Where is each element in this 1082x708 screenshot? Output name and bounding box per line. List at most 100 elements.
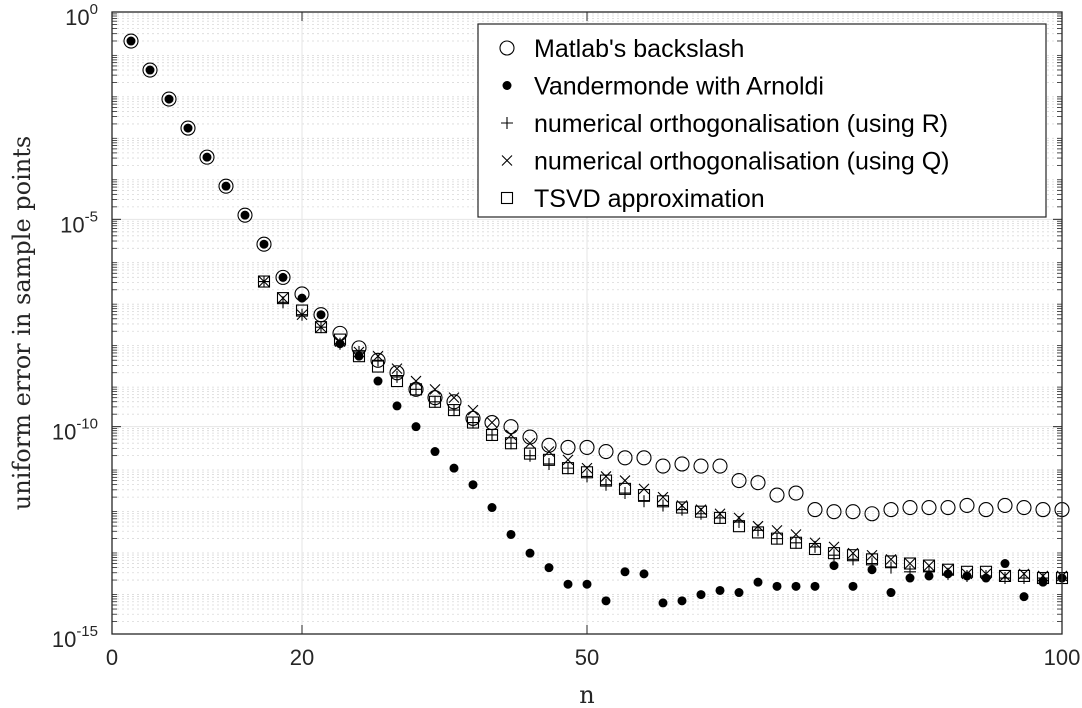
data-point: [636, 450, 652, 466]
y-tick-label: 10-15: [52, 623, 98, 652]
data-point: [466, 416, 480, 429]
data-point: [1035, 502, 1051, 518]
data-point: [601, 596, 611, 606]
data-point: [126, 36, 136, 46]
x-tick-label: 100: [1044, 645, 1081, 670]
data-point: [997, 497, 1013, 514]
data-point: [525, 548, 535, 558]
data-point: [409, 383, 423, 396]
data-point: [770, 532, 784, 545]
data-point: [923, 560, 935, 571]
data-point: [921, 499, 937, 516]
legend-marker: [500, 191, 514, 205]
data-point: [979, 565, 993, 578]
data-point: [467, 416, 479, 429]
data-point: [998, 569, 1012, 582]
data-point: [199, 149, 215, 165]
data-point: [789, 536, 803, 549]
y-tick-label: 100: [65, 1, 98, 30]
series-matlab-s-backslash: [123, 33, 1070, 522]
data-point: [1000, 559, 1010, 569]
data-point: [674, 456, 690, 472]
data-point: [714, 508, 726, 520]
data-point: [978, 502, 994, 518]
data-point: [487, 503, 497, 513]
data-point: [959, 497, 975, 514]
data-point: [563, 579, 573, 589]
legend-label: numerical orthogonalisation (using Q): [534, 148, 950, 176]
data-point: [448, 404, 460, 417]
data-point: [449, 463, 459, 473]
data-point: [164, 94, 174, 104]
data-point: [886, 588, 896, 598]
data-point: [410, 383, 422, 396]
y-tick-labels: 100 10-5 10-10 10-15: [52, 1, 98, 652]
data-point: [942, 564, 954, 576]
data-point: [847, 553, 859, 566]
data-point: [408, 381, 424, 397]
data-point: [391, 370, 403, 383]
data-point: [524, 449, 536, 462]
data-point: [240, 210, 250, 220]
y-tick-label: 10-10: [52, 416, 98, 445]
data-point: [600, 478, 612, 491]
data-point: [599, 474, 613, 487]
data-point: [656, 495, 670, 508]
data-point: [543, 457, 555, 470]
data-point: [677, 596, 687, 606]
legend-label: numerical orthogonalisation (using R): [534, 110, 948, 138]
data-point: [620, 567, 630, 577]
data-point: [541, 437, 557, 453]
data-point: [1016, 499, 1032, 516]
data-point: [731, 473, 747, 489]
y-tick-label: 10-5: [60, 208, 98, 237]
data-point: [1036, 571, 1050, 585]
data-point: [883, 502, 899, 518]
legend-box: [477, 23, 1047, 218]
data-point: [999, 572, 1011, 585]
legend-marker: [499, 40, 515, 56]
data-point: [753, 577, 763, 587]
data-point: [275, 269, 291, 285]
axis-ticks: [111, 11, 1063, 635]
data-point: [884, 555, 898, 568]
data-point: [314, 321, 328, 334]
data-point: [885, 561, 897, 574]
data-point: [790, 536, 802, 549]
data-point: [582, 579, 592, 589]
data-point: [257, 275, 271, 288]
x-tick-label: 50: [575, 645, 599, 670]
data-point: [902, 499, 918, 516]
data-point: [297, 293, 307, 303]
legend: Matlab's backslash Vandermonde with Arnol…: [477, 23, 1047, 218]
x-tick-labels: 0 20 50 100: [106, 645, 1080, 670]
data-point: [845, 504, 861, 520]
x-tick-label: 0: [106, 645, 118, 670]
data-point: [638, 495, 650, 508]
data-point: [865, 553, 879, 566]
data-point: [560, 439, 576, 455]
data-point: [448, 392, 460, 404]
data-point: [772, 581, 782, 591]
data-point: [506, 529, 516, 539]
data-point: [183, 123, 193, 133]
legend-label: Vandermonde with Arnoldi: [534, 73, 824, 101]
data-point: [903, 557, 917, 570]
data-point: [580, 466, 594, 479]
data-point: [278, 272, 288, 282]
data-point: [370, 352, 386, 368]
data-point: [828, 549, 840, 562]
data-point: [333, 333, 347, 346]
data-point: [373, 376, 383, 386]
x-axis-label: n: [579, 681, 594, 708]
data-point: [638, 483, 650, 495]
data-point: [675, 501, 689, 514]
data-point: [316, 310, 326, 320]
data-point: [598, 443, 614, 460]
data-point: [353, 346, 365, 358]
data-point: [769, 487, 785, 503]
data-point: [846, 549, 860, 562]
data-point: [429, 395, 441, 408]
data-point: [504, 437, 518, 450]
